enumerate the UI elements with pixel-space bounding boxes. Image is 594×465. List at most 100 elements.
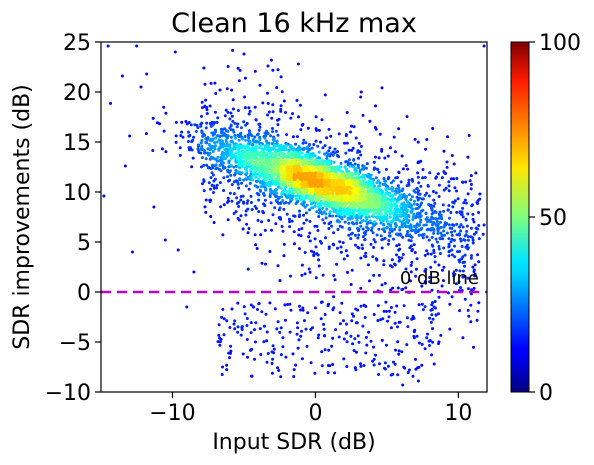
scatter-point	[391, 186, 395, 190]
scatter-point	[330, 344, 334, 348]
scatter-point	[247, 148, 251, 152]
scatter-point	[454, 282, 458, 286]
scatter-point	[281, 191, 285, 195]
scatter-point	[244, 123, 248, 127]
scatter-point	[201, 134, 205, 138]
scatter-point	[431, 340, 435, 344]
scatter-point	[389, 264, 392, 268]
scatter-point	[426, 252, 430, 256]
scatter-point	[440, 176, 444, 180]
scatter-point	[346, 254, 349, 258]
scatter-point	[291, 112, 294, 116]
scatter-point	[322, 199, 325, 202]
scatter-point	[270, 228, 273, 232]
scatter-point	[358, 212, 362, 216]
scatter-point	[255, 247, 259, 250]
scatter-point	[354, 368, 358, 372]
scatter-point	[262, 191, 266, 195]
scatter-point	[344, 134, 348, 138]
scatter-point	[217, 323, 221, 327]
scatter-point	[368, 279, 371, 283]
scatter-point	[420, 197, 424, 201]
scatter-point	[257, 301, 261, 305]
scatter-point	[369, 339, 373, 343]
scatter-point	[469, 174, 473, 178]
scatter-point	[262, 161, 266, 164]
scatter-point	[381, 182, 385, 186]
scatter-point	[204, 210, 208, 214]
scatter-point	[327, 165, 331, 168]
scatter-point	[274, 188, 278, 192]
scatter-point	[229, 173, 233, 177]
scatter-point	[406, 371, 410, 375]
scatter-point	[304, 327, 308, 331]
scatter-point	[288, 195, 292, 199]
scatter-point	[359, 286, 363, 290]
scatter-point	[328, 205, 331, 209]
scatter-point	[356, 308, 360, 312]
scatter-point	[252, 305, 256, 309]
scatter-point	[354, 136, 358, 140]
scatter-point	[339, 165, 343, 169]
scatter-point	[280, 195, 283, 199]
scatter-point	[257, 157, 261, 161]
scatter-point	[279, 353, 283, 357]
scatter-point	[200, 114, 203, 118]
scatter-point	[428, 275, 432, 279]
scatter-point	[305, 344, 309, 348]
scatter-point	[429, 265, 433, 269]
scatter-point	[437, 195, 441, 198]
scatter-point	[412, 334, 416, 338]
scatter-point	[214, 157, 218, 161]
scatter-point	[302, 213, 305, 217]
scatter-point	[417, 189, 421, 193]
scatter-point	[466, 247, 470, 251]
scatter-point	[331, 363, 335, 366]
scatter-point	[450, 253, 454, 257]
scatter-point	[297, 228, 301, 232]
scatter-point	[481, 232, 485, 236]
scatter-point	[275, 171, 279, 175]
scatter-point	[475, 318, 479, 322]
scatter-point	[395, 187, 398, 191]
scatter-point	[254, 147, 258, 151]
scatter-point	[437, 263, 441, 267]
scatter-point	[250, 208, 254, 211]
scatter-point	[425, 216, 429, 220]
scatter-point	[239, 158, 243, 162]
scatter-point	[355, 191, 359, 195]
scatter-point	[430, 215, 434, 219]
scatter-point	[315, 224, 319, 228]
scatter-point	[471, 265, 475, 269]
scatter-point	[447, 250, 451, 254]
scatter-point	[262, 324, 266, 328]
scatter-point	[267, 145, 271, 149]
scatter-point	[431, 301, 435, 305]
scatter-point	[445, 160, 449, 164]
scatter-point	[210, 171, 214, 175]
scatter-point	[190, 148, 194, 152]
scatter-point	[269, 201, 273, 205]
scatter-point	[394, 221, 397, 225]
scatter-point	[444, 172, 448, 175]
scatter-point	[232, 147, 235, 151]
scatter-point	[304, 185, 308, 189]
scatter-point	[326, 170, 330, 174]
scatter-point	[363, 316, 367, 319]
scatter-point	[398, 226, 402, 229]
scatter-point	[204, 98, 208, 102]
scatter-point	[236, 144, 240, 148]
scatter-point	[333, 151, 337, 155]
scatter-point	[261, 155, 265, 159]
scatter-point	[363, 238, 367, 242]
scatter-point	[423, 193, 427, 197]
scatter-point	[437, 295, 441, 299]
scatter-point	[390, 229, 394, 233]
scatter-point	[397, 170, 401, 174]
scatter-point	[387, 187, 391, 191]
scatter-point	[338, 322, 342, 326]
scatter-point	[220, 153, 224, 157]
scatter-point	[267, 110, 271, 114]
scatter-point	[411, 374, 415, 378]
scatter-point	[355, 172, 359, 176]
